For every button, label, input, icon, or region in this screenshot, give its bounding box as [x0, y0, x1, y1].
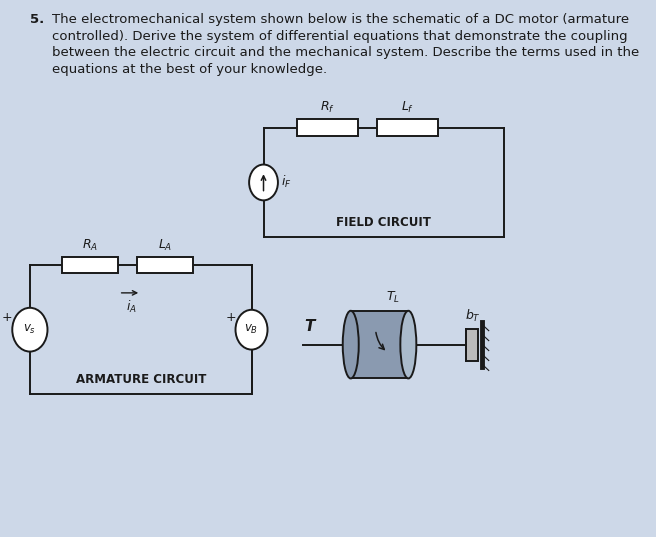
Bar — [351, 311, 408, 379]
Text: ARMATURE CIRCUIT: ARMATURE CIRCUIT — [75, 373, 206, 387]
Text: +: + — [226, 311, 236, 324]
Ellipse shape — [342, 311, 359, 379]
Bar — [62, 257, 118, 273]
Text: $T_L$: $T_L$ — [386, 289, 400, 305]
Text: $R_A$: $R_A$ — [82, 237, 98, 252]
Bar — [137, 257, 193, 273]
Text: $i_A$: $i_A$ — [126, 299, 137, 315]
Text: $R_f$: $R_f$ — [320, 100, 335, 115]
Text: $i_F$: $i_F$ — [281, 175, 292, 191]
Text: controlled). Derive the system of differential equations that demonstrate the co: controlled). Derive the system of differ… — [52, 30, 628, 43]
Circle shape — [12, 308, 47, 352]
Text: 5.: 5. — [30, 13, 44, 26]
Text: equations at the best of your knowledge.: equations at the best of your knowledge. — [52, 63, 327, 76]
Bar — [466, 329, 478, 360]
Ellipse shape — [400, 311, 417, 379]
Text: $L_f$: $L_f$ — [401, 100, 414, 115]
Text: $L_A$: $L_A$ — [158, 237, 173, 252]
Bar — [377, 119, 438, 136]
Text: $v_B$: $v_B$ — [245, 323, 258, 336]
Text: between the electric circuit and the mechanical system. Describe the terms used : between the electric circuit and the mec… — [52, 46, 640, 59]
Text: $v_s$: $v_s$ — [24, 323, 37, 336]
Text: +: + — [1, 311, 12, 324]
Bar — [297, 119, 358, 136]
Text: T: T — [304, 319, 314, 334]
Circle shape — [249, 164, 278, 200]
Text: The electromechanical system shown below is the schematic of a DC motor (armatur: The electromechanical system shown below… — [52, 13, 629, 26]
Text: $b_T$: $b_T$ — [465, 308, 481, 324]
Text: FIELD CIRCUIT: FIELD CIRCUIT — [336, 216, 431, 229]
Circle shape — [236, 310, 268, 350]
